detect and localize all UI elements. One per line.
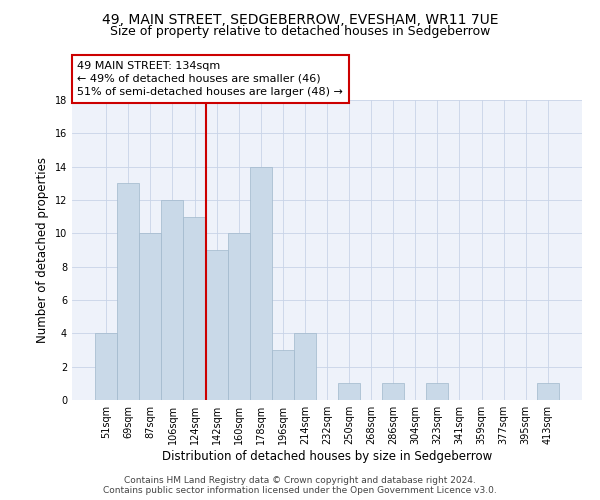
Bar (427, 384, 448, 400)
Bar (117, 184, 139, 400)
Bar (184, 216, 206, 400)
Text: 49, MAIN STREET, SEDGEBERROW, EVESHAM, WR11 7UE: 49, MAIN STREET, SEDGEBERROW, EVESHAM, W… (102, 12, 498, 26)
Bar (161, 200, 184, 400)
Bar (272, 350, 294, 400)
Bar (294, 334, 316, 400)
Y-axis label: Number of detached properties: Number of detached properties (36, 157, 49, 343)
Bar (227, 234, 250, 400)
Bar (537, 384, 559, 400)
Bar (250, 166, 272, 400)
Bar (206, 250, 227, 400)
Bar (382, 384, 404, 400)
Bar (338, 384, 360, 400)
Text: Size of property relative to detached houses in Sedgeberrow: Size of property relative to detached ho… (110, 25, 490, 38)
X-axis label: Distribution of detached houses by size in Sedgeberrow: Distribution of detached houses by size … (162, 450, 492, 463)
Text: Contains HM Land Registry data © Crown copyright and database right 2024.
Contai: Contains HM Land Registry data © Crown c… (103, 476, 497, 495)
Text: 49 MAIN STREET: 134sqm
← 49% of detached houses are smaller (46)
51% of semi-det: 49 MAIN STREET: 134sqm ← 49% of detached… (77, 60, 343, 97)
Bar (139, 234, 161, 400)
Bar (95, 334, 117, 400)
